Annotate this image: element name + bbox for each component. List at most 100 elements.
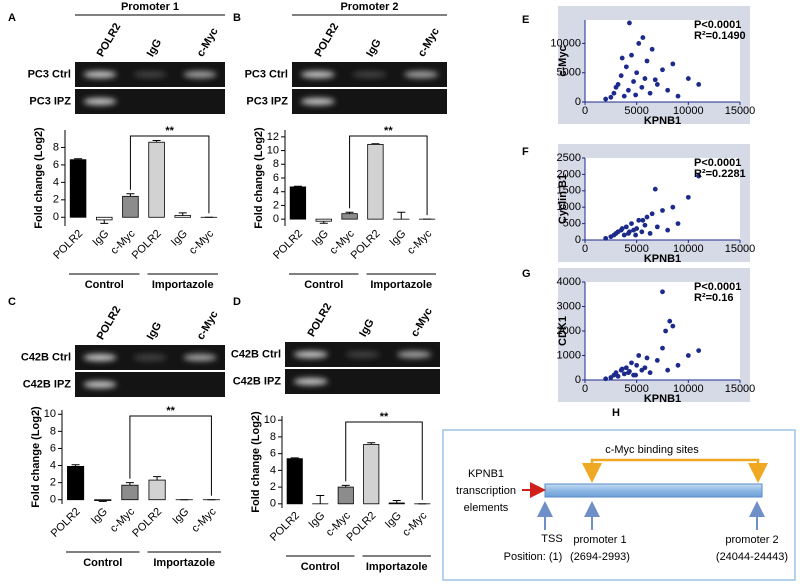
group-label: Control — [304, 279, 343, 291]
x-tick-label: POLR2 — [49, 506, 83, 540]
point — [647, 90, 653, 96]
point — [633, 372, 639, 378]
point — [660, 208, 665, 213]
y-tick-label: 2000 — [557, 168, 581, 180]
point — [696, 82, 702, 87]
group-label: Control — [85, 279, 124, 291]
point — [629, 221, 634, 227]
gel-row-label: PC3 IPZ — [246, 95, 288, 107]
point — [623, 224, 629, 230]
point — [642, 76, 648, 81]
point — [675, 93, 681, 99]
x-tick-label: c-Myc — [400, 509, 430, 539]
gel-band — [293, 378, 328, 385]
gel-title: Promoter 2 — [340, 1, 398, 13]
stat-annotation: P<0.0001 — [694, 157, 741, 169]
point — [621, 232, 627, 238]
error-bar — [319, 221, 328, 224]
point — [613, 370, 619, 376]
error-bar — [293, 185, 302, 187]
point — [626, 87, 631, 93]
lane-label: c-Myc — [195, 26, 221, 59]
error-bar — [392, 499, 401, 503]
point — [685, 353, 691, 358]
gel-row-label: PC3 Ctrl — [28, 68, 71, 80]
point — [660, 345, 665, 351]
point — [675, 362, 681, 368]
lane-label: c-Myc — [416, 26, 442, 59]
y-tick-label: 0 — [575, 96, 581, 108]
x-tick-label: 0 — [582, 383, 588, 395]
x-tick-label: 0 — [582, 105, 588, 117]
point — [644, 214, 650, 220]
point — [621, 93, 627, 99]
point — [652, 77, 658, 83]
point — [611, 90, 617, 96]
group-label: Importazole — [152, 279, 214, 291]
panel-label: D — [233, 296, 241, 308]
y-tick-label: 6 — [50, 442, 56, 454]
x-tick-label: 5000 — [624, 243, 648, 255]
point — [644, 58, 650, 64]
error-bar — [125, 482, 134, 486]
bar — [122, 195, 139, 218]
site-name: TSS — [541, 533, 562, 545]
point — [603, 376, 609, 382]
lane-label: POLR2 — [95, 21, 124, 59]
y-tick-label: 4 — [270, 464, 276, 476]
lane-label: POLR2 — [95, 304, 124, 342]
point — [642, 365, 648, 371]
point — [619, 366, 625, 372]
site-position: Position: (1) — [504, 551, 563, 563]
significance-label: ** — [380, 411, 389, 423]
point — [649, 211, 655, 217]
point — [665, 227, 671, 233]
point — [670, 61, 676, 67]
gel-row-label: PC3 Ctrl — [245, 68, 288, 80]
group-label: Importazole — [370, 279, 432, 291]
stat-annotation: R²=0.2281 — [694, 168, 746, 180]
point — [640, 217, 646, 223]
bracket-label: c-Myc binding sites — [605, 444, 699, 456]
gel-band — [83, 98, 117, 105]
x-tick-label: IgG — [170, 506, 191, 527]
lane-label: POLR2 — [306, 301, 335, 339]
error-bar — [341, 484, 350, 488]
panel-label: E — [522, 14, 529, 26]
point — [639, 229, 645, 235]
plot-area — [585, 20, 740, 102]
point — [665, 87, 671, 93]
y-tick-label: 0 — [575, 234, 581, 246]
point — [627, 369, 632, 374]
x-tick-label: c-Myc — [187, 227, 217, 257]
lane-label: IgG — [364, 37, 384, 59]
y-tick-label: 0 — [53, 211, 59, 223]
y-tick-label: 8 — [270, 431, 276, 443]
lane-label: c-Myc — [409, 306, 435, 339]
y-tick-label: 12 — [267, 131, 279, 143]
point — [696, 173, 702, 179]
point — [654, 82, 660, 87]
point — [619, 55, 625, 61]
point — [615, 82, 621, 87]
point — [649, 46, 655, 52]
point — [685, 76, 691, 81]
point — [603, 96, 609, 102]
y-tick-label: 0 — [575, 374, 581, 386]
point — [629, 360, 634, 366]
bar — [148, 141, 165, 218]
gel-row-label: C42B Ctrl — [231, 348, 281, 360]
group-label: Importazole — [153, 557, 215, 569]
point — [621, 371, 627, 377]
x-tick-label: 5000 — [624, 105, 648, 117]
error-bar — [152, 139, 161, 143]
gel-band — [404, 71, 439, 78]
bar — [289, 186, 307, 220]
y-tick-label: 1000 — [557, 201, 581, 213]
y-tick-label: 2 — [53, 194, 59, 206]
site-position: (2694-2993) — [570, 551, 630, 563]
element-label: KPNB1 — [468, 468, 504, 480]
x-tick-label: IgG — [90, 228, 111, 249]
y-tick-label: 8 — [50, 425, 56, 437]
site-name: promoter 2 — [725, 534, 778, 546]
